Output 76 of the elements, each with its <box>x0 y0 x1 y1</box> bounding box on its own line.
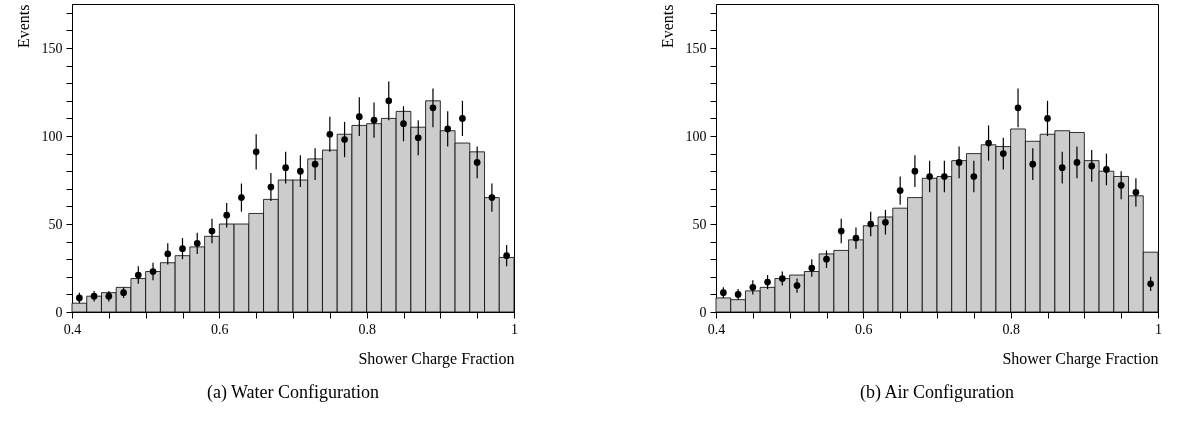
y-tick-label: 150 <box>41 40 63 56</box>
point <box>385 97 393 105</box>
point <box>282 164 289 172</box>
point <box>808 264 816 272</box>
y-axis-title: Events <box>14 4 32 49</box>
x-tick-label: 1 <box>511 321 518 337</box>
point <box>238 194 245 201</box>
point <box>370 116 378 124</box>
y-tick-label: 50 <box>48 216 63 232</box>
point <box>837 227 845 235</box>
point <box>926 173 933 180</box>
y-tick-label: 100 <box>41 128 63 144</box>
point <box>1044 115 1051 122</box>
point <box>503 252 510 260</box>
point <box>764 278 771 286</box>
point <box>882 218 889 226</box>
point <box>341 136 348 143</box>
point <box>134 271 142 279</box>
point <box>149 268 157 275</box>
point <box>1103 166 1110 173</box>
point <box>252 148 260 156</box>
point <box>1014 104 1022 112</box>
x-tick-label: 0.6 <box>211 321 229 337</box>
point <box>1088 162 1096 170</box>
point <box>326 130 334 138</box>
y-tick-label: 150 <box>685 40 707 56</box>
x-tick-label: 0.8 <box>358 321 376 337</box>
text: (a) Water Configuration <box>206 382 380 403</box>
point <box>823 255 830 263</box>
point <box>267 183 275 191</box>
point <box>444 125 452 133</box>
point <box>1117 181 1125 189</box>
point <box>749 284 757 291</box>
point <box>355 113 363 120</box>
x-tick-label: 0.6 <box>855 321 873 337</box>
x-tick-label: 0.4 <box>63 321 82 337</box>
y-tick-label: 100 <box>685 128 707 144</box>
point <box>400 120 407 128</box>
x-axis-title: Shower Charge Fraction <box>1002 349 1159 368</box>
point <box>488 194 496 201</box>
point <box>852 234 860 242</box>
point <box>793 282 801 289</box>
point <box>970 173 978 180</box>
point <box>896 187 904 194</box>
text: (b) Air Configuration <box>860 382 1014 403</box>
y-tick-label: 0 <box>699 304 707 320</box>
point <box>941 173 948 180</box>
y-tick-label: 50 <box>692 216 707 232</box>
y-tick-label: 0 <box>55 304 63 320</box>
point <box>999 150 1007 157</box>
point <box>1073 159 1081 166</box>
x-tick-label: 0.8 <box>1002 321 1020 337</box>
point <box>867 220 875 228</box>
point <box>911 167 919 175</box>
point <box>223 211 231 219</box>
point <box>297 167 304 175</box>
point <box>1058 164 1066 172</box>
point <box>473 159 481 166</box>
x-axis-title: Shower Charge Fraction <box>358 349 515 368</box>
point <box>1147 280 1154 288</box>
point <box>164 250 172 258</box>
point <box>955 159 963 166</box>
point <box>459 115 466 122</box>
point <box>778 275 786 282</box>
point <box>429 104 437 112</box>
x-tick-label: 1 <box>1155 321 1162 337</box>
point <box>1132 188 1140 196</box>
point <box>311 160 319 168</box>
point <box>193 240 201 247</box>
x-tick-label: 0.4 <box>707 321 726 337</box>
point <box>179 245 186 252</box>
point <box>414 134 422 142</box>
point <box>985 139 992 147</box>
y-axis-title: Events <box>658 4 676 49</box>
point <box>1029 160 1037 168</box>
point <box>208 227 216 235</box>
